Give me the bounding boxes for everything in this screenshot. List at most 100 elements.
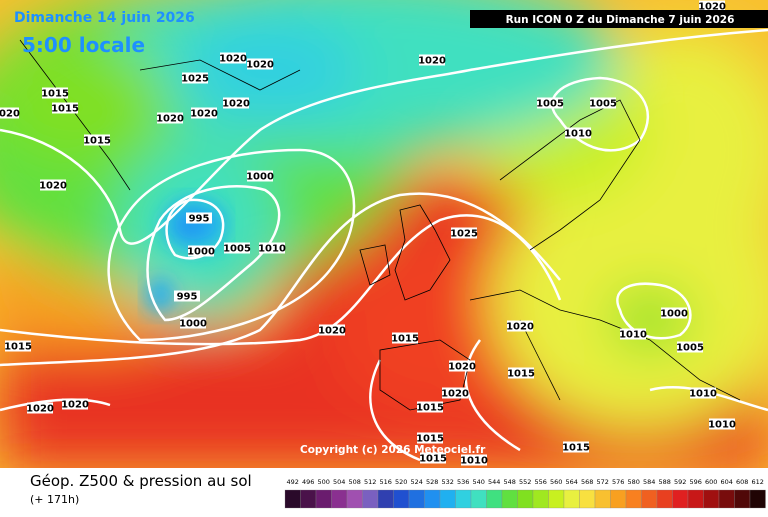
colorbar-label: 580 xyxy=(628,478,640,486)
isobar-label-bg xyxy=(186,212,212,224)
colorbar-label: 588 xyxy=(659,478,671,486)
colorbar-label: 516 xyxy=(380,478,392,486)
isobar-label: 1020 xyxy=(698,2,726,13)
colorbar-cell xyxy=(362,489,379,509)
isobar-label-bg xyxy=(563,441,589,453)
isobar-label-bg xyxy=(709,418,735,430)
colorbar-label: 496 xyxy=(302,478,314,486)
colorbar-cell xyxy=(563,489,580,509)
isobar-label: 1000 xyxy=(246,172,274,183)
local-time: 5:00 locale xyxy=(22,33,145,57)
isobar-label-bg xyxy=(247,170,273,182)
isobar-label-bg xyxy=(224,242,250,254)
colorbar-cell xyxy=(703,489,720,509)
height-field xyxy=(0,0,768,470)
colorbar-cell xyxy=(346,489,363,509)
isobar-label-bg xyxy=(5,340,31,352)
colorbar-label: 528 xyxy=(426,478,438,486)
isobar-label-bg xyxy=(180,317,206,329)
colorbar-label: 500 xyxy=(318,478,330,486)
colorbar-cell xyxy=(641,489,658,509)
isobar-label: 1020 xyxy=(448,362,476,373)
isobar-label: 1010 xyxy=(619,330,647,341)
colorbar-label: 604 xyxy=(721,478,733,486)
isobar-label: 1020 xyxy=(222,99,250,110)
isobar-label: 1015 xyxy=(4,342,32,353)
colorbar-label: 584 xyxy=(643,478,655,486)
isobar-label-bg xyxy=(319,324,345,336)
run-box xyxy=(470,10,768,28)
isobar-label: 1015 xyxy=(416,434,444,445)
isobar-label: 1005 xyxy=(589,99,617,110)
colorbar-cell xyxy=(656,489,673,509)
colorbar-cell xyxy=(548,489,565,509)
colorbar-label: 564 xyxy=(566,478,578,486)
isobar-label-bg xyxy=(52,102,78,114)
isobar-label-bg xyxy=(220,52,246,64)
colorbar-label: 504 xyxy=(333,478,345,486)
colorbar-cell xyxy=(610,489,627,509)
colorbar-label: 592 xyxy=(674,478,686,486)
colorbar-cell xyxy=(315,489,332,509)
isobar-label: 1020 xyxy=(26,404,54,415)
colorbar-cell xyxy=(300,489,317,509)
colorbar-label: 600 xyxy=(705,478,717,486)
isobar-label-bg xyxy=(174,290,200,302)
isobar-label-bg xyxy=(690,387,716,399)
isobar-label: 1015 xyxy=(419,454,447,465)
isobar-label-bg xyxy=(620,328,646,340)
isobar-label: 995 xyxy=(189,214,210,225)
colorbar-label: 560 xyxy=(550,478,562,486)
colorbar-cell xyxy=(424,489,441,509)
valid-date: Dimanche 14 juin 2026 xyxy=(14,10,195,26)
isobar-label-bg xyxy=(507,320,533,332)
isobar-label-bg xyxy=(0,107,19,119)
isobar-label-bg xyxy=(157,112,183,124)
colorbar-cell xyxy=(532,489,549,509)
colorbar-cell xyxy=(377,489,394,509)
isobar-label-bg xyxy=(442,387,468,399)
colorbar-label: 492 xyxy=(287,478,299,486)
isobar-label: 1020 xyxy=(246,60,274,71)
isobar-label: 1010 xyxy=(564,129,592,140)
run-info: Run ICON 0 Z du Dimanche 7 juin 2026 xyxy=(506,14,735,26)
isobar-label: 1015 xyxy=(391,334,419,345)
colorbar-label: 544 xyxy=(488,478,500,486)
colorbar-label: 608 xyxy=(736,478,748,486)
isobar-label-bg xyxy=(461,454,487,466)
colorbar-label: 572 xyxy=(597,478,609,486)
isobar-label: 1010 xyxy=(689,389,717,400)
isobar-label: 1015 xyxy=(41,89,69,100)
isobar-label-bg xyxy=(565,127,591,139)
isobar-label: 1025 xyxy=(450,229,478,240)
colorbar-cell xyxy=(594,489,611,509)
isobar-label: 1005 xyxy=(223,244,251,255)
isobar-label-bg xyxy=(188,245,214,257)
isobar-label-bg xyxy=(451,227,477,239)
footer-title: Géop. Z500 & pression au sol xyxy=(30,472,252,490)
isobar-label: 1005 xyxy=(676,343,704,354)
isobar-label-bg xyxy=(508,367,534,379)
colorbar-label: 536 xyxy=(457,478,469,486)
colorbar-label: 524 xyxy=(411,478,423,486)
isobar-label-bg xyxy=(191,107,217,119)
isobar-label: 1020 xyxy=(418,56,446,67)
isobar-label: 1000 xyxy=(660,309,688,320)
colorbar-cell xyxy=(439,489,456,509)
colorbar-label: 520 xyxy=(395,478,407,486)
isobar-label: 1020 xyxy=(506,322,534,333)
isobar-label-bg xyxy=(661,307,687,319)
isobar-label-bg xyxy=(62,398,88,410)
isobar-label: 1020 xyxy=(219,54,247,65)
isobar-label-bg xyxy=(259,242,285,254)
colorbar-cell xyxy=(331,489,348,509)
isobar-label-bg xyxy=(449,360,475,372)
colorbar-cell xyxy=(734,489,751,509)
isobar-label-bg xyxy=(84,134,110,146)
isobar-label-bg xyxy=(247,58,273,70)
isobar-label-bg xyxy=(27,402,53,414)
colorbar-cell xyxy=(517,489,534,509)
isobar-label: 1000 xyxy=(187,247,215,258)
isobar-label: 1020 xyxy=(39,181,67,192)
colorbar-label: 512 xyxy=(364,478,376,486)
